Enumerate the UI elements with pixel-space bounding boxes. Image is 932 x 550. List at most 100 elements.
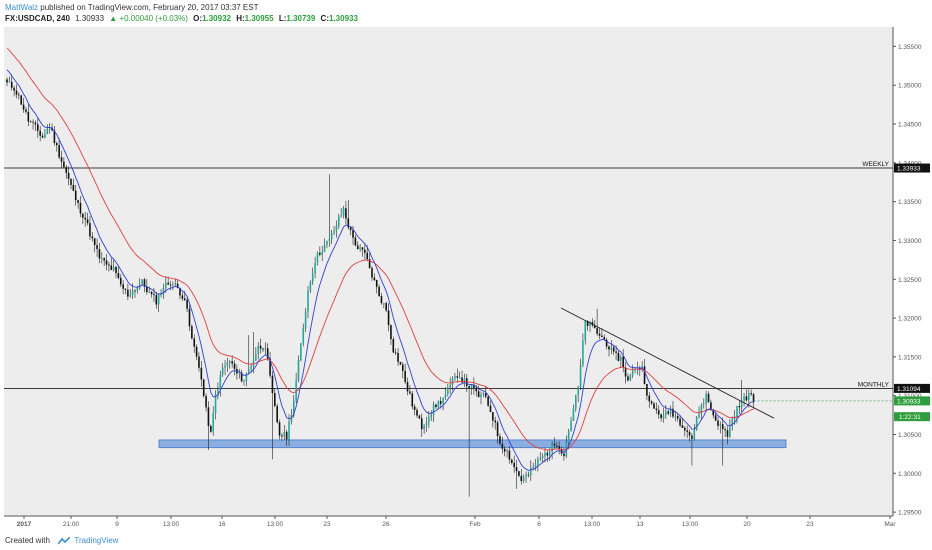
candle-body xyxy=(48,127,51,129)
x-tick-label: 20 xyxy=(743,521,751,528)
candle-body xyxy=(321,251,324,255)
candle-body xyxy=(74,190,77,201)
candle-body xyxy=(214,394,217,413)
x-tick-label: 9 xyxy=(115,521,119,528)
x-tick-label: 13:00 xyxy=(584,521,601,528)
candle-body xyxy=(627,376,629,381)
y-tick-label: 1.30500 xyxy=(898,432,922,439)
candle-body xyxy=(311,273,314,283)
candle-body xyxy=(615,351,617,353)
y-tick-label: 1.29500 xyxy=(898,510,922,517)
candle-body xyxy=(432,404,435,415)
candle-body xyxy=(423,425,425,430)
candle-body xyxy=(162,288,165,295)
countdown-box xyxy=(894,412,930,422)
candle-body xyxy=(366,252,369,260)
candle-body xyxy=(127,289,129,297)
candle-body xyxy=(271,375,274,394)
candle-body xyxy=(394,352,397,354)
y-tick-label: 1.31500 xyxy=(898,354,922,361)
candle-body xyxy=(212,412,214,432)
candle-body xyxy=(686,430,688,432)
candle-body xyxy=(672,408,674,417)
candle-body xyxy=(51,127,53,131)
x-tick-label: 23 xyxy=(806,521,814,528)
candle-body xyxy=(55,143,58,146)
candle-body xyxy=(39,130,41,136)
price-chart[interactable]: 1.355001.350001.345001.340001.335001.330… xyxy=(0,0,932,530)
symbol-label: FX:USDCAD, 240 xyxy=(5,14,70,23)
candle-body xyxy=(53,130,56,144)
candle-body xyxy=(60,157,63,162)
candle-body xyxy=(404,370,406,382)
candle-body xyxy=(653,403,655,409)
candle-body xyxy=(255,354,257,361)
candle-body xyxy=(200,367,203,380)
candle-body xyxy=(103,258,105,261)
candle-body xyxy=(195,346,198,357)
candle-body xyxy=(501,443,504,449)
candle-body xyxy=(231,361,233,364)
candle-body xyxy=(276,405,278,423)
candle-body xyxy=(266,348,269,359)
candle-body xyxy=(695,416,698,430)
candle-body xyxy=(283,431,286,437)
tradingview-brand[interactable]: TradingView xyxy=(74,536,119,545)
candle-body xyxy=(714,415,717,421)
candle-body xyxy=(262,348,264,350)
candle-body xyxy=(300,343,302,361)
candle-body xyxy=(596,328,598,334)
candle-body xyxy=(202,379,205,397)
candle-body xyxy=(233,363,236,369)
candle-body xyxy=(338,216,340,226)
created-with-label: Created with xyxy=(5,536,50,545)
y-tick-label: 1.35500 xyxy=(898,44,922,51)
candle-body xyxy=(352,230,354,238)
ohlc-open: O:1.30932 xyxy=(193,14,231,23)
price-change: ▲ +0.00040 (+0.03%) xyxy=(109,14,188,23)
y-tick-label: 1.34500 xyxy=(898,122,922,129)
candle-body xyxy=(484,393,487,397)
candle-body xyxy=(638,367,641,370)
y-tick-label: 1.32000 xyxy=(898,316,922,323)
candle-body xyxy=(10,81,13,88)
candle-body xyxy=(447,387,449,395)
candle-body xyxy=(489,405,492,413)
candle-body xyxy=(643,366,646,384)
candle-body xyxy=(295,380,297,401)
candle-body xyxy=(548,451,551,456)
candle-body xyxy=(146,286,148,293)
candle-body xyxy=(425,422,428,426)
candle-body xyxy=(207,407,210,426)
candle-body xyxy=(292,400,295,416)
candle-body xyxy=(428,417,430,423)
candle-body xyxy=(522,476,525,482)
candle-body xyxy=(577,387,579,396)
candle-body xyxy=(354,237,357,246)
candle-body xyxy=(243,381,245,382)
candle-body xyxy=(610,347,613,350)
candle-body xyxy=(72,184,75,191)
candle-body xyxy=(473,384,475,388)
candle-body xyxy=(511,459,513,463)
level-label-weekly: WEEKLY xyxy=(862,161,889,168)
candle-body xyxy=(181,295,184,299)
level-price-box xyxy=(894,383,930,393)
candle-body xyxy=(603,337,606,340)
ohlc-low: L:1.30739 xyxy=(278,14,316,23)
candle-body xyxy=(752,394,755,403)
candle-body xyxy=(539,457,542,460)
candle-body xyxy=(119,277,122,285)
x-tick-label: 6 xyxy=(537,521,541,528)
candle-body xyxy=(662,415,665,419)
candle-body xyxy=(612,347,615,352)
last-price-box xyxy=(894,396,930,406)
x-tick-label: Mar xyxy=(884,521,896,528)
candle-body xyxy=(688,431,691,436)
author-link[interactable]: MattWalz xyxy=(5,3,39,12)
candle-body xyxy=(186,300,188,309)
candle-body xyxy=(91,236,94,239)
candle-body xyxy=(155,295,158,305)
fast-moving-average xyxy=(6,69,754,471)
candle-body xyxy=(25,109,27,112)
